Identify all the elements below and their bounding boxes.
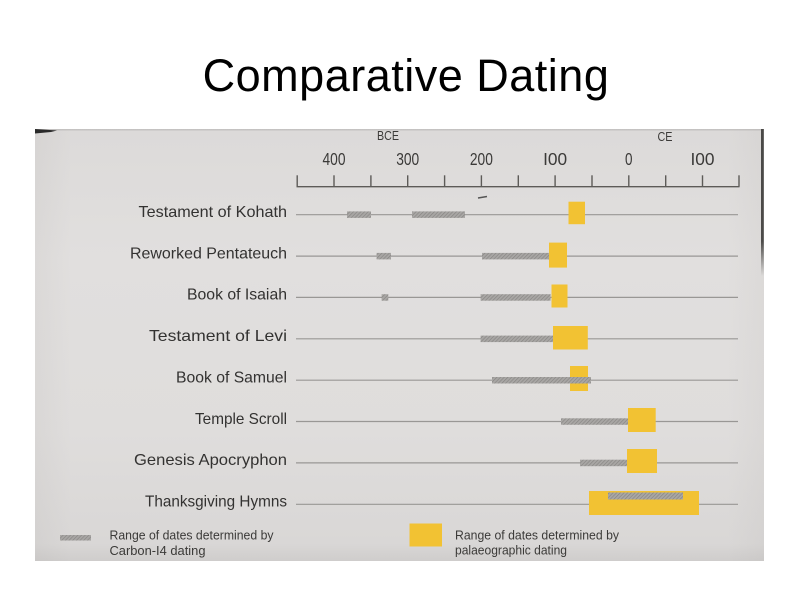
- svg-text:Testament of Levi: Testament of Levi: [149, 328, 287, 345]
- svg-text:300: 300: [396, 149, 419, 169]
- svg-text:Thanksgiving Hymns: Thanksgiving Hymns: [145, 494, 287, 511]
- svg-text:Reworked Pentateuch: Reworked Pentateuch: [130, 245, 287, 262]
- svg-text:Book of Isaiah: Book of Isaiah: [187, 287, 287, 304]
- svg-text:Carbon-I4 dating: Carbon-I4 dating: [110, 543, 206, 558]
- svg-text:I00: I00: [543, 149, 567, 169]
- svg-text:palaeographic dating: palaeographic dating: [455, 543, 567, 558]
- svg-text:Range of dates determined by: Range of dates determined by: [455, 528, 619, 543]
- svg-text:CE: CE: [658, 130, 673, 144]
- svg-text:200: 200: [470, 149, 493, 169]
- svg-text:I00: I00: [691, 149, 715, 169]
- svg-text:400: 400: [323, 149, 346, 169]
- svg-text:Genesis Apocryphon: Genesis Apocryphon: [134, 452, 287, 469]
- svg-text:Temple Scroll: Temple Scroll: [195, 411, 287, 428]
- svg-text:BCE: BCE: [377, 129, 399, 143]
- svg-text:Testament of Kohath: Testament of Kohath: [139, 204, 288, 221]
- svg-text:Book of Samuel: Book of Samuel: [176, 370, 287, 387]
- svg-text:0: 0: [625, 149, 633, 169]
- svg-text:Range of dates determined by: Range of dates determined by: [110, 528, 274, 543]
